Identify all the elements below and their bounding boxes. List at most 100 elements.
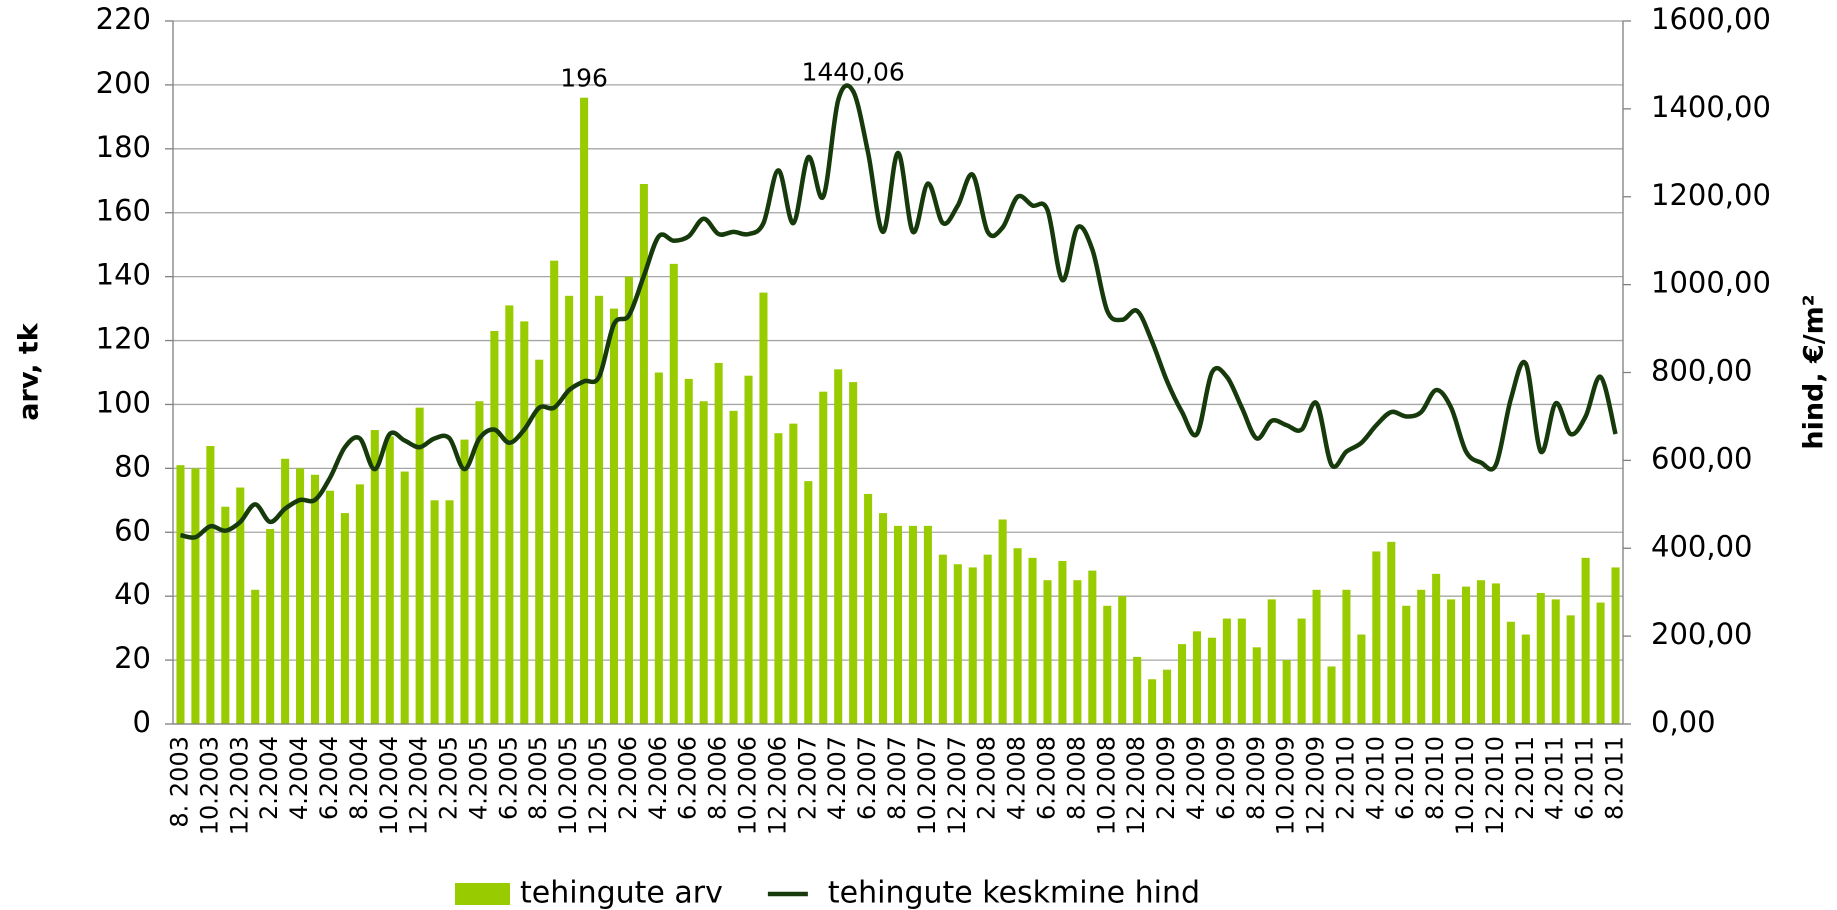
bar xyxy=(1133,656,1142,724)
bar xyxy=(296,468,305,724)
bar xyxy=(819,391,828,724)
bar xyxy=(520,321,529,724)
x-tick-label: 10.2009 xyxy=(1272,736,1300,835)
x-tick-label: 4.2008 xyxy=(1003,736,1031,820)
bar xyxy=(1357,634,1366,724)
bar xyxy=(176,465,185,724)
bar xyxy=(908,525,917,724)
bar xyxy=(654,372,663,724)
bar xyxy=(310,474,320,724)
bar xyxy=(1596,602,1605,724)
x-tick-label: 8.2010 xyxy=(1421,736,1449,820)
bar xyxy=(460,439,469,724)
y2-tick-label: 1000,00 xyxy=(1651,266,1771,300)
x-tick-label: 8.2004 xyxy=(345,736,373,820)
y-tick-label: 0 xyxy=(133,705,151,739)
x-tick-label: 10.2003 xyxy=(195,736,223,835)
bar xyxy=(325,490,334,724)
legend-label: tehingute keskmine hind xyxy=(828,876,1200,910)
bar xyxy=(475,401,484,724)
legend-label: tehingute arv xyxy=(520,876,723,910)
bar xyxy=(1372,551,1381,724)
y2-tick-label: 400,00 xyxy=(1651,529,1752,563)
bar xyxy=(609,308,619,724)
x-tick-label: 6.2006 xyxy=(674,736,702,820)
x-tick-label: 12.2006 xyxy=(763,736,791,835)
x-tick-label: 10.2006 xyxy=(734,736,762,835)
bar xyxy=(699,401,708,724)
bar xyxy=(445,500,454,724)
bar xyxy=(1103,605,1112,724)
bar xyxy=(236,487,245,724)
bar xyxy=(1177,644,1187,724)
x-tick-label: 4.2009 xyxy=(1182,736,1210,820)
bar xyxy=(1611,567,1620,724)
y2-tick-label: 1600,00 xyxy=(1651,2,1771,36)
y-tick-label: 100 xyxy=(96,385,151,419)
bar xyxy=(669,263,678,724)
bar xyxy=(998,519,1007,724)
bar xyxy=(340,513,349,724)
bar xyxy=(1566,615,1575,724)
x-tick-label: 4.2007 xyxy=(823,736,851,820)
bar xyxy=(1476,580,1486,724)
y2-tick-label: 1200,00 xyxy=(1651,178,1771,212)
bar xyxy=(804,481,813,724)
bar xyxy=(1043,580,1052,724)
bar xyxy=(923,525,932,724)
x-tick-label: 4.2005 xyxy=(464,736,492,820)
x-tick-label: 2.2008 xyxy=(973,736,1001,820)
x-tick-label: 10.2005 xyxy=(554,736,582,835)
x-tick-label: 6.2009 xyxy=(1212,736,1240,820)
x-tick-label: 2.2006 xyxy=(614,736,642,820)
x-tick-label: 12.2007 xyxy=(943,736,971,835)
bar xyxy=(759,292,768,724)
y-tick-label: 140 xyxy=(96,258,151,292)
bar xyxy=(1521,634,1530,724)
x-tick-label: 6.2011 xyxy=(1571,736,1599,820)
bar xyxy=(1581,557,1590,724)
bar xyxy=(624,276,633,724)
bar xyxy=(415,407,424,724)
y2-tick-label: 0,00 xyxy=(1651,705,1716,739)
bar xyxy=(1312,589,1321,724)
bar xyxy=(1447,599,1456,724)
bar xyxy=(1163,669,1172,724)
bar xyxy=(938,554,947,724)
y-tick-label: 120 xyxy=(96,322,151,356)
x-tick-label: 10.2004 xyxy=(375,736,403,835)
x-tick-label: 2.2004 xyxy=(255,736,283,820)
x-tick-label: 8.2007 xyxy=(883,736,911,820)
bar xyxy=(1267,599,1276,724)
bar xyxy=(1551,599,1560,724)
x-tick-label: 8.2006 xyxy=(704,736,732,820)
y-tick-label: 80 xyxy=(114,449,151,483)
legend-swatch xyxy=(455,883,510,905)
x-tick-label: 6.2008 xyxy=(1032,736,1060,820)
y-tick-label: 40 xyxy=(114,577,151,611)
bar xyxy=(1327,666,1336,724)
x-tick-label: 2.2005 xyxy=(435,736,463,820)
y2-tick-label: 200,00 xyxy=(1651,617,1752,651)
x-tick-label: 6.2005 xyxy=(494,736,522,820)
bar xyxy=(1342,589,1351,724)
bar xyxy=(684,378,693,724)
x-tick-label: 12.2003 xyxy=(225,736,253,835)
bar xyxy=(729,410,738,724)
bar xyxy=(1073,580,1082,724)
line xyxy=(179,83,1618,540)
x-tick-label: 8.2011 xyxy=(1601,736,1629,820)
x-tick-label: 12.2005 xyxy=(584,736,612,835)
x-tick-label: 10.2008 xyxy=(1092,736,1120,835)
bar xyxy=(1297,618,1306,724)
bar xyxy=(221,506,230,724)
bar xyxy=(385,436,394,724)
x-tick-label: 12.2008 xyxy=(1122,736,1150,835)
y2-tick-label: 1400,00 xyxy=(1651,90,1771,124)
bar xyxy=(1252,647,1261,724)
bar xyxy=(1222,618,1231,724)
bar xyxy=(266,529,275,724)
y-tick-label: 220 xyxy=(96,2,151,36)
